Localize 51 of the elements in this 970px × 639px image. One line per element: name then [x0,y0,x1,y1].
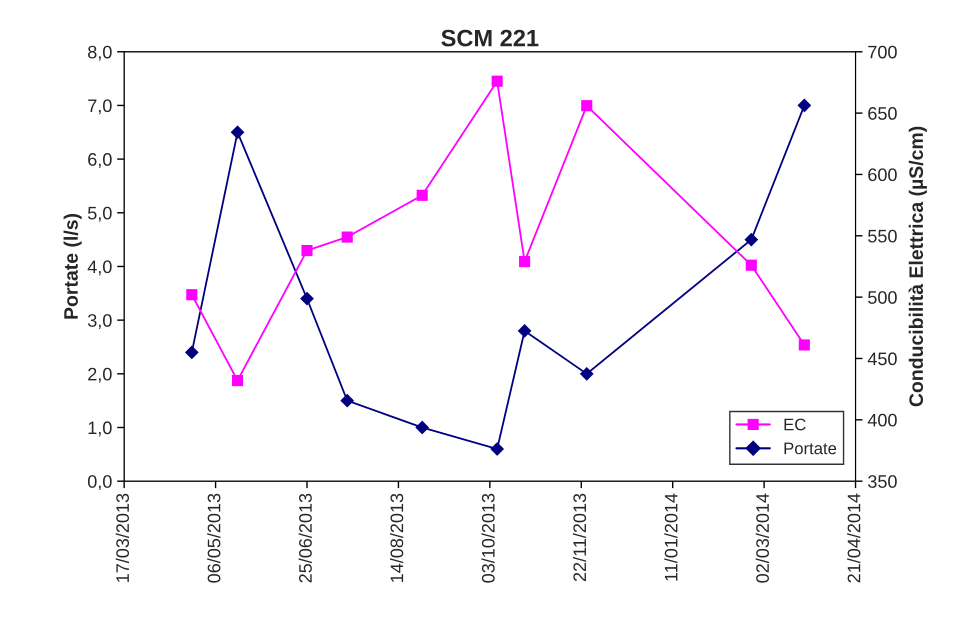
y-axis-title: Portate (l/s) [64,214,82,319]
y2-tick-label: 400 [868,414,897,427]
y2-tick-label: 550 [868,230,897,243]
point [580,367,594,380]
legend-label: Portate [784,442,836,454]
y2-tick-label: 700 [868,46,897,58]
y-tick-label: 4,0 [88,260,112,276]
point [416,420,429,434]
legend-label: EC [784,418,806,430]
point [518,324,532,338]
chart-title: SCM 221 [441,30,538,46]
y-tick-label: 0,0 [88,475,112,490]
x-tick-label: 06/05/2013 [207,494,220,583]
point [416,190,428,201]
y-tick-label: 6,0 [88,153,112,168]
point [798,98,811,112]
x-tick-label: 21/04/2014 [847,493,860,582]
point [230,126,244,139]
point [519,256,530,268]
x-tick-label: 17/03/2013 [116,494,130,582]
y-tick-label: 2,0 [88,368,112,383]
point [186,289,198,300]
x-tick-label: 11/01/2014 [664,493,678,581]
point [340,394,354,408]
x-tick-label: 02/03/2014 [756,493,769,583]
y2-tick-label: 350 [868,475,897,488]
point [490,442,504,456]
point [798,339,810,351]
point [301,244,313,256]
y-tick-label: 3,0 [88,314,112,329]
x-tick-label: 22/11/2013 [572,494,586,582]
x-tick-label: 14/08/2013 [390,494,404,582]
x-tick-label: 03/10/2013 [481,494,495,583]
y2-tick-label: 600 [868,168,897,182]
y-tick-label: 5,0 [88,206,112,222]
y-tick-label: 1,0 [88,421,112,436]
y-tick-label: 7,0 [88,99,112,114]
point [492,76,503,87]
x-tick-label: 25/06/2013 [298,494,312,582]
point [300,292,314,306]
point [185,346,198,359]
y2-axis-title: Conducibilità Elettrica (µS/cm) [908,126,927,406]
point [581,100,592,112]
point [746,260,757,271]
point [744,233,758,246]
y-tick-label: 8,0 [88,46,112,61]
point [342,231,353,243]
y2-tick-label: 450 [868,352,897,366]
point [232,375,244,386]
y2-tick-label: 650 [868,107,897,120]
y2-tick-label: 500 [868,291,897,304]
